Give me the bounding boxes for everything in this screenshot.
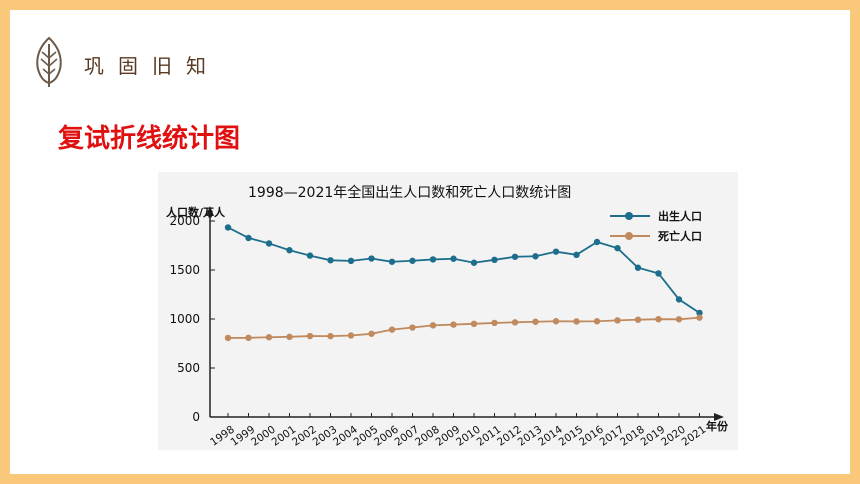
- data-point-1: [429, 322, 437, 329]
- data-point-1: [491, 319, 498, 327]
- data-point-1: [573, 318, 580, 325]
- y-tick-label: 1000: [169, 312, 200, 326]
- x-axis-label: 年份: [706, 420, 728, 433]
- data-point-1: [306, 332, 314, 340]
- data-point-1: [368, 330, 375, 337]
- data-point-0: [347, 257, 355, 265]
- data-point-1: [265, 334, 273, 341]
- data-point-0: [573, 251, 580, 259]
- data-point-0: [429, 256, 437, 263]
- legend: 出生人口 死亡人口: [610, 206, 702, 246]
- data-point-0: [491, 256, 498, 264]
- data-point-0: [265, 240, 273, 247]
- data-point-1: [327, 332, 334, 340]
- slide: 巩固旧知 复试折线统计图 0 500 1000 1500 2000 1998 1999 200…: [10, 10, 850, 474]
- chart-title: 1998—2021年全国出生人口数和死亡人口数统计图: [248, 185, 572, 201]
- data-point-1: [286, 333, 293, 341]
- y-axis-label: 人口数/万人: [166, 206, 226, 219]
- y-tick-label: 2000: [169, 214, 200, 228]
- data-point-0: [614, 244, 621, 252]
- subtitle: 复试折线统计图: [58, 124, 241, 154]
- legend-item-births: 出生人口: [610, 206, 702, 226]
- y-tick-label: 1500: [169, 263, 200, 277]
- data-point-1: [532, 318, 539, 325]
- data-point-0: [450, 255, 457, 262]
- data-point-0: [470, 259, 478, 266]
- data-point-0: [675, 296, 683, 303]
- legend-marker-deaths: [610, 232, 650, 240]
- legend-marker-births: [610, 212, 650, 220]
- data-point-0: [388, 258, 396, 265]
- y-tick-label: 0: [192, 410, 200, 424]
- data-point-1: [552, 318, 560, 325]
- data-point-0: [245, 234, 252, 242]
- x-axis-arrow: [714, 413, 724, 421]
- data-point-0: [286, 247, 293, 254]
- y-axis-arrow: [206, 206, 214, 216]
- data-point-0: [634, 264, 642, 271]
- data-point-0: [593, 238, 601, 246]
- data-point-1: [450, 321, 457, 328]
- data-point-1: [470, 320, 478, 328]
- legend-label-deaths: 死亡人口: [658, 230, 702, 243]
- chart-panel: 0 500 1000 1500 2000 1998 1999 2000 2001 2002 2003…: [158, 172, 738, 450]
- data-point-0: [511, 253, 519, 260]
- data-point-1: [696, 314, 703, 321]
- data-point-1: [347, 332, 355, 339]
- data-point-0: [409, 257, 416, 264]
- data-point-1: [614, 317, 621, 324]
- series-line-0: [227, 226, 700, 314]
- data-point-1: [511, 319, 519, 326]
- series-line-1: [227, 316, 700, 339]
- data-point-0: [224, 224, 232, 231]
- data-point-1: [593, 318, 601, 325]
- y-tick-label: 500: [177, 361, 200, 375]
- data-point-0: [552, 248, 560, 255]
- data-point-1: [224, 334, 232, 342]
- data-point-0: [532, 253, 539, 260]
- line-chart: 0500100015002000199819992000200120022003…: [169, 206, 724, 449]
- x-tick-label: 2021: [680, 424, 709, 449]
- legend-label-births: 出生人口: [658, 210, 702, 223]
- data-point-1: [655, 315, 662, 323]
- data-point-0: [306, 252, 314, 259]
- data-point-0: [327, 257, 334, 264]
- data-point-0: [696, 309, 703, 317]
- data-point-0: [368, 255, 375, 262]
- data-point-1: [634, 316, 642, 323]
- legend-item-deaths: 死亡人口: [610, 226, 702, 246]
- data-point-1: [245, 334, 252, 342]
- data-point-1: [675, 316, 683, 323]
- data-point-0: [655, 270, 662, 277]
- leaf-icon: [36, 36, 62, 87]
- section-title: 巩固旧知: [84, 54, 220, 78]
- data-point-1: [388, 326, 396, 333]
- data-point-1: [409, 324, 416, 331]
